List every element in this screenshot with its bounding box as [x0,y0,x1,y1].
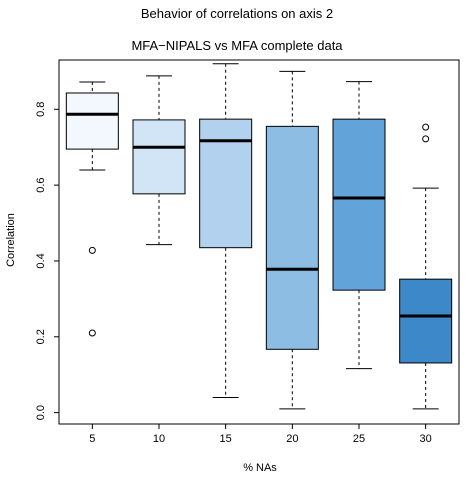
chart-subtitle: MFA−NIPALS vs MFA complete data [131,38,343,53]
chart-title: Behavior of correlations on axis 2 [140,6,334,21]
outlier-point [88,329,96,337]
box-5 [65,92,119,150]
y-tick-label: 0.0 [35,405,47,420]
x-tick-label: 15 [220,433,232,445]
y-tick-label: 0.4 [35,253,47,268]
y-tick-label: 0.8 [35,102,47,117]
box-25 [332,118,386,291]
x-tick-label: 10 [153,433,165,445]
outlier-point [422,123,430,131]
box-30 [399,278,453,364]
x-tick-label: 20 [286,433,298,445]
outlier-point [88,246,96,254]
outlier-point [422,135,430,143]
y-tick-label: 0.6 [35,177,47,192]
y-axis-label: Correlation [5,213,17,267]
box-20 [265,125,319,350]
x-tick-label: 30 [420,433,432,445]
x-axis-label: % NAs [243,462,277,474]
box-15 [199,118,253,249]
box-10 [132,119,186,195]
x-tick-label: 25 [353,433,365,445]
chart-marks: 0.0 0.2 0.4 0.6 0.8 5 10 15 20 25 30 [35,63,453,445]
x-tick-label: 5 [89,433,95,445]
y-tick-label: 0.2 [35,329,47,344]
plot-frame [58,59,460,425]
